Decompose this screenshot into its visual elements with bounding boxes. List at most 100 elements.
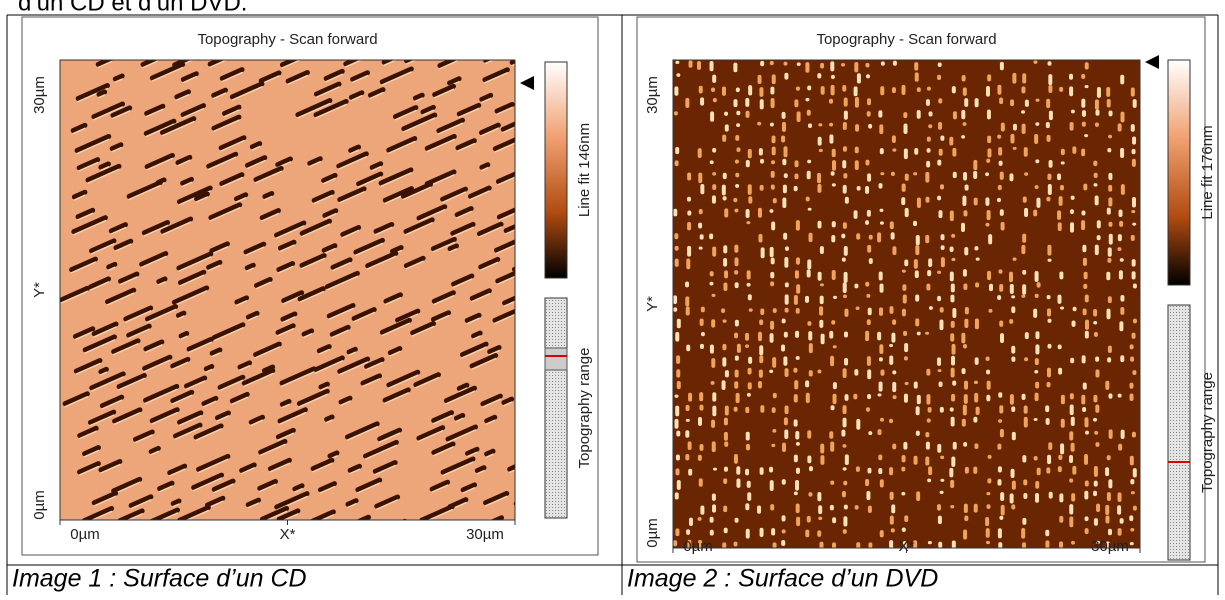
pit-edge — [261, 212, 280, 222]
bump — [1022, 517, 1027, 525]
bump — [939, 319, 944, 331]
pit — [343, 60, 361, 67]
pit-edge — [319, 485, 336, 494]
bump — [758, 369, 763, 378]
pit — [379, 317, 412, 335]
bump — [722, 319, 727, 323]
bump — [998, 392, 1003, 398]
bump — [793, 367, 798, 373]
bump — [1012, 257, 1017, 261]
pit — [520, 106, 540, 115]
bump — [832, 345, 837, 349]
pit — [492, 308, 515, 323]
bump — [1106, 492, 1111, 501]
pit-edge — [246, 267, 255, 272]
pit-edge — [254, 346, 281, 359]
bump — [1024, 99, 1029, 107]
bump — [770, 86, 775, 95]
bump — [711, 441, 716, 453]
bump — [733, 454, 738, 464]
bump — [1095, 369, 1100, 378]
bump — [782, 442, 787, 453]
bump — [890, 171, 895, 176]
bump — [1022, 233, 1027, 243]
bump — [939, 307, 944, 313]
bump — [1081, 148, 1086, 157]
pit — [160, 216, 194, 234]
image-caption: Image 1 : Surface d’un CD — [12, 565, 307, 593]
pit — [116, 372, 147, 390]
bump — [747, 382, 752, 390]
bump — [940, 257, 945, 268]
pit — [454, 206, 474, 218]
bump — [1023, 493, 1028, 499]
pit-edge — [179, 274, 205, 287]
bump — [676, 430, 681, 437]
pit — [451, 273, 475, 287]
y-axis-label: 0µm — [31, 490, 48, 519]
pit-edge — [488, 349, 500, 356]
bump — [770, 184, 775, 190]
bump — [734, 332, 739, 339]
bump — [733, 541, 738, 547]
bump — [1105, 380, 1110, 390]
pit-edge — [64, 396, 89, 408]
pit — [279, 60, 300, 68]
bump — [1045, 529, 1050, 537]
pit — [299, 253, 327, 268]
bump — [1083, 283, 1088, 290]
topography-image — [673, 60, 1140, 548]
pit — [340, 224, 362, 238]
bump — [771, 528, 776, 536]
pit-edge — [243, 372, 274, 387]
bump — [745, 97, 750, 107]
bump — [721, 86, 726, 96]
pit — [476, 221, 504, 237]
pit — [253, 341, 282, 358]
pit — [274, 491, 310, 510]
bump — [986, 109, 991, 120]
bump — [808, 370, 813, 377]
bump — [817, 220, 822, 229]
pit — [347, 463, 362, 473]
bump — [818, 516, 823, 521]
bump — [901, 197, 906, 206]
bump — [865, 62, 870, 68]
bump — [914, 62, 919, 71]
bump — [986, 504, 991, 509]
bump — [962, 87, 967, 96]
bump — [878, 110, 883, 118]
bump — [913, 172, 918, 176]
pit — [321, 243, 338, 253]
bump — [1131, 158, 1136, 167]
bump — [1130, 356, 1135, 362]
bump — [878, 468, 883, 475]
pit — [82, 334, 117, 353]
bump — [998, 269, 1003, 274]
pit — [91, 490, 119, 506]
bump — [938, 541, 943, 548]
bump — [1021, 528, 1026, 539]
bump — [781, 344, 786, 352]
bump — [711, 293, 716, 298]
pit-edge — [369, 91, 384, 100]
pit-edge — [503, 300, 515, 307]
pit-edge — [405, 222, 433, 236]
bump — [698, 208, 703, 215]
bump — [940, 135, 945, 141]
bump — [748, 196, 753, 204]
bump — [856, 418, 861, 430]
pit — [524, 350, 533, 354]
pit-edge — [281, 371, 315, 387]
pit — [322, 208, 339, 219]
pit — [478, 122, 501, 136]
bump — [937, 159, 942, 166]
bump — [807, 430, 812, 439]
bump — [1033, 60, 1038, 64]
bump — [843, 271, 848, 283]
bump — [733, 99, 738, 108]
bump — [736, 147, 741, 152]
pit — [440, 456, 476, 475]
pit — [301, 328, 315, 337]
pit — [206, 259, 223, 270]
